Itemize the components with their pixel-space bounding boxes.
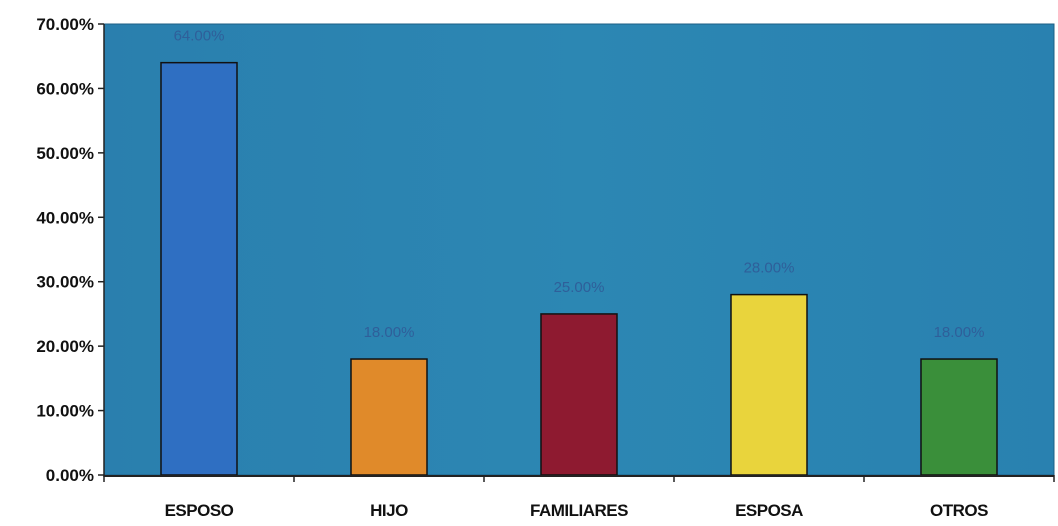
bar-esposo	[160, 61, 238, 476]
bar-familiares	[540, 313, 618, 476]
data-label-esposa: 28.00%	[744, 260, 795, 277]
category-label-hijo: HIJO	[370, 501, 408, 520]
y-tick-label: 0.00%	[46, 466, 94, 485]
data-labels: 64.00% 18.00% 25.00% 28.00% 18.00%	[174, 28, 985, 341]
bars	[160, 61, 998, 476]
y-tick-label: 20.00%	[36, 337, 94, 356]
category-label-esposo: ESPOSO	[165, 501, 234, 520]
data-label-familiares: 25.00%	[554, 279, 605, 296]
category-label-familiares: FAMILIARES	[530, 501, 628, 520]
category-label-otros: OTROS	[930, 501, 988, 520]
y-axis: 0.00% 10.00% 20.00% 30.00% 40.00% 50.00% 60.00…	[36, 15, 105, 485]
bar-esposa	[730, 293, 808, 476]
y-tick-label: 60.00%	[36, 79, 94, 98]
y-tick-label: 70.00%	[36, 15, 94, 34]
bar-hijo	[350, 358, 428, 476]
data-label-esposo: 64.00%	[174, 28, 225, 45]
y-tick-label: 40.00%	[36, 208, 94, 227]
data-label-otros: 18.00%	[934, 324, 985, 341]
data-label-hijo: 18.00%	[364, 324, 415, 341]
y-tick-label: 30.00%	[36, 273, 94, 292]
bar-otros	[920, 358, 998, 476]
category-label-esposa: ESPOSA	[735, 501, 803, 520]
y-tick-label: 10.00%	[36, 402, 94, 421]
y-tick-label: 50.00%	[36, 144, 94, 163]
x-axis: ESPOSO HIJO FAMILIARES ESPOSA OTROS	[103, 475, 1055, 520]
